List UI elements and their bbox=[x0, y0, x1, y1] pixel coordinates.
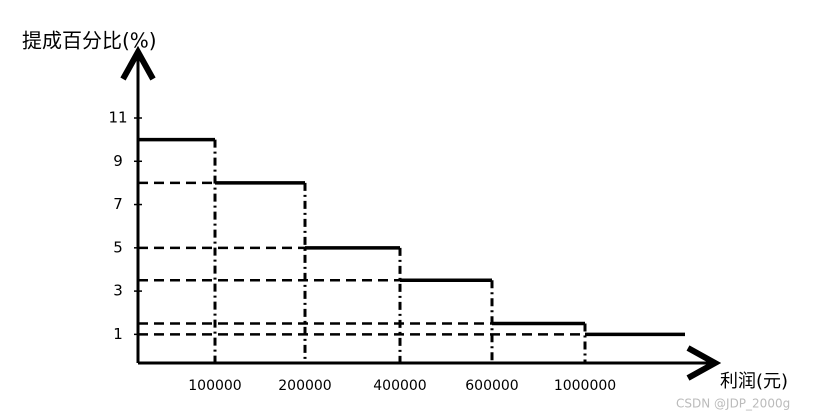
y-tick-label: 11 bbox=[108, 109, 127, 127]
y-tick-label: 9 bbox=[113, 152, 123, 170]
x-tick-label: 1000000 bbox=[554, 378, 616, 394]
x-axis-label: 利润(元) bbox=[720, 371, 788, 392]
x-tick-label: 100000 bbox=[188, 378, 241, 394]
x-tick-label: 600000 bbox=[465, 378, 518, 394]
y-tick-label: 5 bbox=[113, 238, 123, 256]
y-tick-label: 3 bbox=[113, 282, 123, 300]
y-axis-label: 提成百分比(%) bbox=[22, 29, 157, 53]
watermark: CSDN @JDP_2000g bbox=[676, 397, 790, 411]
y-tick-label: 1 bbox=[113, 325, 123, 343]
x-tick-label: 200000 bbox=[278, 378, 331, 394]
x-tick-label: 400000 bbox=[373, 378, 426, 394]
y-tick-label: 7 bbox=[113, 195, 123, 213]
